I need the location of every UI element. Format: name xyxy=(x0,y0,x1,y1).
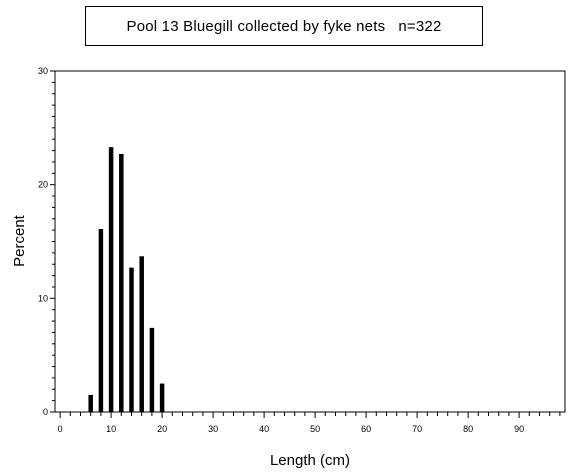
histogram-bar xyxy=(119,153,124,412)
histogram-bar xyxy=(149,327,155,412)
y-axis: 0 10 20 30 xyxy=(38,66,55,417)
x-tick-label: 20 xyxy=(157,424,167,434)
x-axis: 0 10 20 30 40 50 60 70 80 90 xyxy=(58,412,561,434)
histogram-bar xyxy=(98,228,104,412)
chart-title-box: Pool 13 Bluegill collected by fyke nets … xyxy=(85,6,483,46)
x-axis-label: Length (cm) xyxy=(270,452,350,469)
histogram-bar xyxy=(108,147,114,412)
histogram-bar xyxy=(159,383,165,412)
chart-title: Pool 13 Bluegill collected by fyke nets … xyxy=(126,17,442,35)
y-tick-label: 0 xyxy=(43,407,48,417)
x-tick-label: 30 xyxy=(208,424,218,434)
histogram-bar xyxy=(129,267,134,412)
histogram-bar xyxy=(88,394,93,412)
x-tick-label: 50 xyxy=(310,424,320,434)
y-tick-label: 30 xyxy=(38,66,48,76)
x-tick-label: 10 xyxy=(106,424,116,434)
x-tick-label: 70 xyxy=(412,424,422,434)
x-tick-label: 60 xyxy=(361,424,371,434)
histogram-bar xyxy=(139,256,144,412)
x-tick-label: 0 xyxy=(58,424,63,434)
y-tick-label: 10 xyxy=(38,293,48,303)
bars-group xyxy=(88,147,165,412)
y-axis-label: Percent xyxy=(11,214,28,267)
x-tick-label: 80 xyxy=(463,424,473,434)
y-tick-label: 20 xyxy=(38,180,48,190)
x-tick-label: 40 xyxy=(259,424,269,434)
x-tick-label: 90 xyxy=(514,424,524,434)
